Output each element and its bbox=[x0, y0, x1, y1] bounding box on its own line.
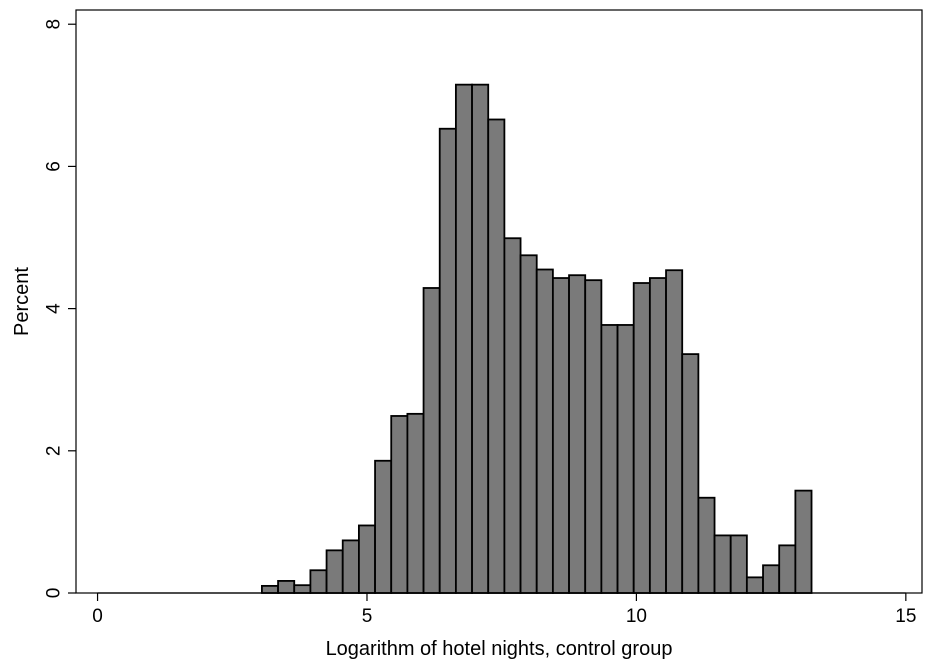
histogram-bar bbox=[697, 496, 716, 594]
histogram-bar bbox=[551, 277, 570, 594]
histogram-bar bbox=[568, 274, 587, 594]
histogram-bar bbox=[778, 544, 797, 594]
x-axis-title: Logarithm of hotel nights, control group bbox=[326, 638, 673, 660]
histogram-bar bbox=[503, 237, 522, 594]
x-tick-label: 5 bbox=[362, 606, 373, 627]
y-tick-label: 0 bbox=[44, 588, 65, 599]
y-tick-label: 2 bbox=[44, 446, 65, 457]
histogram-bar bbox=[325, 549, 344, 594]
histogram-bar bbox=[745, 576, 764, 594]
histogram-bar bbox=[341, 539, 360, 594]
histogram-bar bbox=[713, 534, 732, 594]
histogram-bar bbox=[406, 412, 425, 594]
histogram-bar bbox=[454, 83, 473, 594]
histogram-bar bbox=[293, 584, 312, 594]
histogram-bar bbox=[357, 524, 376, 594]
histogram-bar bbox=[681, 353, 700, 594]
histogram-bar bbox=[438, 127, 457, 594]
bars-group bbox=[97, 83, 906, 594]
histogram-bar bbox=[422, 287, 441, 594]
y-tick-label: 4 bbox=[44, 303, 65, 314]
histogram-bar bbox=[519, 254, 538, 594]
histogram-bar bbox=[487, 118, 506, 594]
plot-frame bbox=[75, 9, 923, 594]
histogram-bar bbox=[600, 324, 619, 594]
x-axis: 0 5 10 15 bbox=[92, 593, 916, 627]
x-tick-label: 15 bbox=[895, 606, 916, 627]
histogram-bar bbox=[471, 83, 490, 594]
histogram-bar bbox=[665, 269, 684, 594]
histogram-bar bbox=[584, 279, 603, 594]
x-tick-label: 0 bbox=[92, 606, 103, 627]
histogram-bar bbox=[374, 459, 393, 594]
histogram-bar bbox=[762, 564, 781, 594]
histogram-bar bbox=[261, 584, 279, 594]
histogram-bar bbox=[616, 324, 635, 594]
histogram-bar bbox=[390, 415, 409, 594]
y-tick-label: 8 bbox=[44, 19, 65, 30]
histogram-bar bbox=[648, 277, 667, 594]
histogram-bar bbox=[277, 580, 296, 594]
histogram-bar bbox=[729, 534, 748, 594]
x-tick-label: 10 bbox=[626, 606, 647, 627]
y-axis-title: Percent bbox=[11, 267, 33, 336]
y-tick-label: 6 bbox=[44, 161, 65, 172]
histogram-bar bbox=[535, 268, 554, 594]
y-axis: 0 2 4 6 8 bbox=[44, 19, 76, 599]
histogram-bar bbox=[632, 282, 651, 594]
histogram-bar bbox=[794, 489, 813, 594]
histogram-bar bbox=[309, 569, 328, 594]
